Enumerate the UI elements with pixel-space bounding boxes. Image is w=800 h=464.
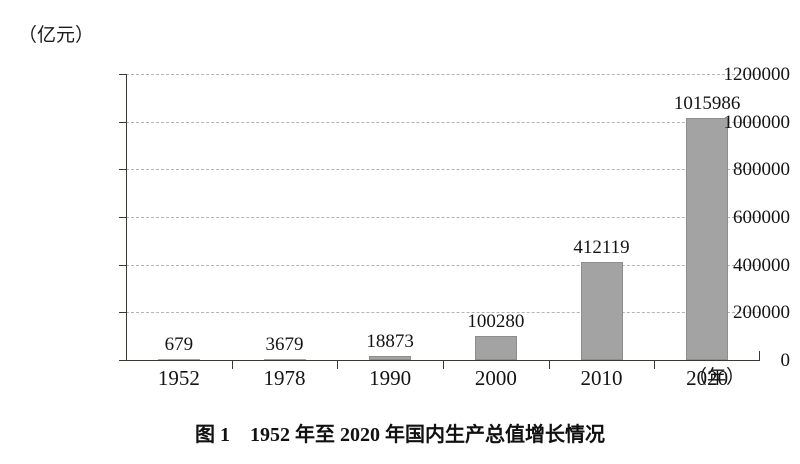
x-tick-label-1990: 1990	[369, 366, 412, 390]
plot-area	[126, 74, 760, 360]
y-tick-mark	[119, 121, 127, 123]
x-axis-unit-label: （年）	[688, 367, 746, 388]
x-tick-mark	[231, 360, 233, 369]
x-tick-label-2010: 2010	[580, 366, 623, 390]
y-tick-label: 800000	[733, 159, 790, 181]
y-tick-label: 1200000	[723, 64, 791, 85]
bar-value-label-2020: 1015986	[673, 92, 741, 114]
bar-1978	[263, 359, 306, 360]
x-tick-mark	[443, 360, 444, 369]
y-tick-mark	[119, 217, 127, 218]
bar-2020	[686, 117, 729, 360]
x-tick-label-2000: 2000	[474, 366, 517, 390]
gridline	[126, 74, 760, 75]
y-axis-unit-label: （亿元）	[18, 25, 95, 46]
figure-caption: 图 1 1952 年至 2020 年国内生产总值增长情况	[195, 424, 605, 446]
bar-2000	[474, 336, 517, 360]
bar-2010	[580, 261, 623, 360]
y-tick-label: 600000	[733, 207, 790, 228]
gridline	[126, 264, 760, 266]
x-tick-mark	[548, 360, 550, 369]
x-tick-mark	[337, 360, 339, 369]
bar-value-label-1952: 679	[164, 334, 194, 356]
y-tick-label: 200000	[733, 302, 790, 324]
x-tick-label-1952: 1952	[157, 366, 200, 390]
bar-1952	[157, 359, 200, 360]
y-tick-mark	[119, 264, 127, 266]
y-tick-mark	[119, 312, 127, 314]
gridline	[126, 217, 760, 218]
gridline	[126, 312, 760, 314]
bar-value-label-2000: 100280	[467, 311, 525, 333]
y-tick-mark	[119, 74, 127, 75]
gridline	[126, 169, 760, 171]
x-tick-label-2020: 2020	[686, 366, 729, 390]
y-tick-label: 400000	[733, 254, 790, 276]
gridline	[126, 121, 760, 123]
bar-1990	[369, 355, 412, 360]
y-tick-label: 1000000	[723, 111, 791, 133]
y-tick-mark	[119, 360, 127, 361]
y-tick-mark	[119, 169, 127, 171]
x-tick-mark	[654, 360, 656, 369]
y-tick-label: 0	[780, 350, 791, 371]
bar-value-label-1978: 3679	[265, 334, 304, 356]
x-tick-label-1978: 1978	[263, 366, 306, 390]
x-axis-end-tick	[759, 351, 760, 360]
bar-value-label-1990: 18873	[366, 330, 414, 352]
bar-value-label-2010: 412119	[573, 236, 630, 258]
